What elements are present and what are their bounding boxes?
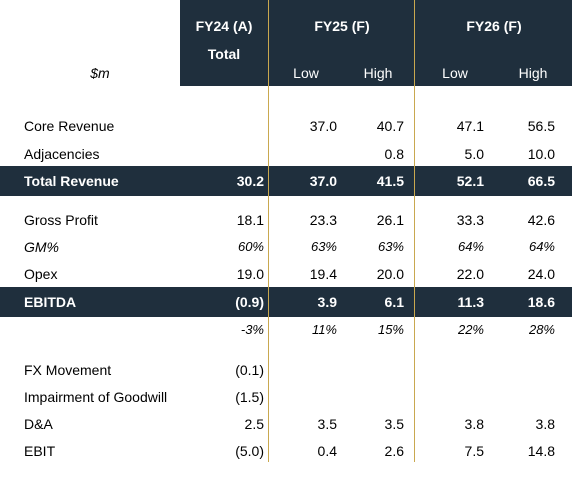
cell-fy25-high: 15%	[377, 322, 404, 337]
cell-fy26-low: 7.5	[464, 443, 484, 459]
cell-fy26-high: 66.5	[527, 173, 555, 189]
header-background	[180, 0, 572, 86]
cell-fy24: 60%	[237, 239, 264, 254]
cell-fy24: 30.2	[236, 173, 264, 189]
cell-fy24: 19.0	[236, 266, 264, 282]
cell-fy25-high: 63%	[377, 239, 404, 254]
divider-fy24-fy25	[268, 0, 269, 462]
row-label: Gross Profit	[24, 212, 98, 228]
cell-fy24: -3%	[240, 322, 264, 337]
fy26-low-header: Low	[442, 65, 468, 81]
cell-fy26-high: 3.8	[535, 416, 555, 432]
cell-fy26-low: 47.1	[456, 118, 484, 134]
cell-fy26-low: 22.0	[456, 266, 484, 282]
cell-fy26-high: 56.5	[527, 118, 555, 134]
cell-fy26-high: 42.6	[527, 212, 555, 228]
row-label: Opex	[24, 266, 58, 282]
row-label: GM%	[24, 239, 59, 255]
cell-fy26-low: 33.3	[456, 212, 484, 228]
row-label: Core Revenue	[24, 118, 115, 134]
cell-fy26-high: 28%	[528, 322, 555, 337]
row-label: Total Revenue	[24, 173, 119, 189]
cell-fy25-low: 3.9	[317, 294, 337, 310]
cell-fy26-high: 14.8	[527, 443, 555, 459]
row-label: EBITDA	[24, 294, 77, 310]
cell-fy24: 18.1	[236, 212, 264, 228]
divider-fy25-fy26	[414, 0, 415, 462]
cell-fy25-low: 23.3	[309, 212, 337, 228]
cell-fy26-low: 11.3	[457, 294, 484, 310]
cell-fy24: 2.5	[244, 416, 264, 432]
row-label: D&A	[24, 416, 53, 432]
cell-fy25-low: 0.4	[317, 443, 337, 459]
fy26-high-header: High	[518, 65, 548, 81]
row-label: EBIT	[24, 443, 56, 459]
fy24-total-header: Total	[207, 46, 241, 62]
cell-fy26-high: 24.0	[527, 266, 555, 282]
cell-fy26-high: 18.6	[527, 294, 555, 310]
cell-fy25-low: 37.0	[309, 118, 337, 134]
cell-fy24: (0.9)	[235, 294, 264, 310]
cell-fy25-low: 3.5	[317, 416, 337, 432]
cell-fy26-high: 10.0	[527, 146, 555, 162]
cell-fy24: (1.5)	[235, 389, 264, 405]
cell-fy25-high: 26.1	[376, 212, 404, 228]
cell-fy25-low: 19.4	[309, 266, 337, 282]
cell-fy25-high: 40.7	[376, 118, 404, 134]
fy24-header: FY24 (A)	[195, 18, 253, 34]
cell-fy25-low: 11%	[311, 322, 337, 337]
row-label: Impairment of Goodwill	[24, 389, 168, 405]
fy25-header: FY25 (F)	[314, 18, 370, 34]
cell-fy26-low: 52.1	[456, 173, 484, 189]
fy25-high-header: High	[363, 65, 393, 81]
cell-fy25-high: 20.0	[376, 266, 404, 282]
units-label: $m	[90, 65, 110, 81]
total-revenue-band	[0, 166, 572, 196]
cell-fy24: (0.1)	[235, 362, 264, 378]
cell-fy25-high: 0.8	[384, 146, 404, 162]
cell-fy25-high: 6.1	[384, 294, 404, 310]
cell-fy25-high: 41.5	[376, 173, 404, 189]
fy26-header: FY26 (F)	[466, 18, 522, 34]
fy25-low-header: Low	[293, 65, 319, 81]
cell-fy26-low: 22%	[457, 322, 484, 337]
cell-fy26-low: 3.8	[464, 416, 484, 432]
cell-fy25-high: 2.6	[384, 443, 404, 459]
cell-fy26-low: 5.0	[464, 146, 484, 162]
row-label: Adjacencies	[24, 146, 100, 162]
cell-fy26-high: 64%	[528, 239, 555, 254]
cell-fy25-low: 37.0	[309, 173, 337, 189]
cell-fy26-low: 64%	[457, 239, 484, 254]
cell-fy25-high: 3.5	[384, 416, 404, 432]
cell-fy25-low: 63%	[310, 239, 337, 254]
ebitda-band	[0, 287, 572, 317]
cell-fy24: (5.0)	[235, 443, 264, 459]
row-label: FX Movement	[24, 362, 112, 378]
